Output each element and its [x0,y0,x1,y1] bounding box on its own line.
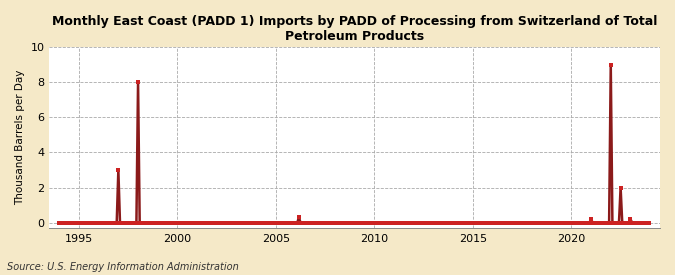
Y-axis label: Thousand Barrels per Day: Thousand Barrels per Day [15,70,25,205]
Text: Source: U.S. Energy Information Administration: Source: U.S. Energy Information Administ… [7,262,238,272]
Title: Monthly East Coast (PADD 1) Imports by PADD of Processing from Switzerland of To: Monthly East Coast (PADD 1) Imports by P… [52,15,657,43]
